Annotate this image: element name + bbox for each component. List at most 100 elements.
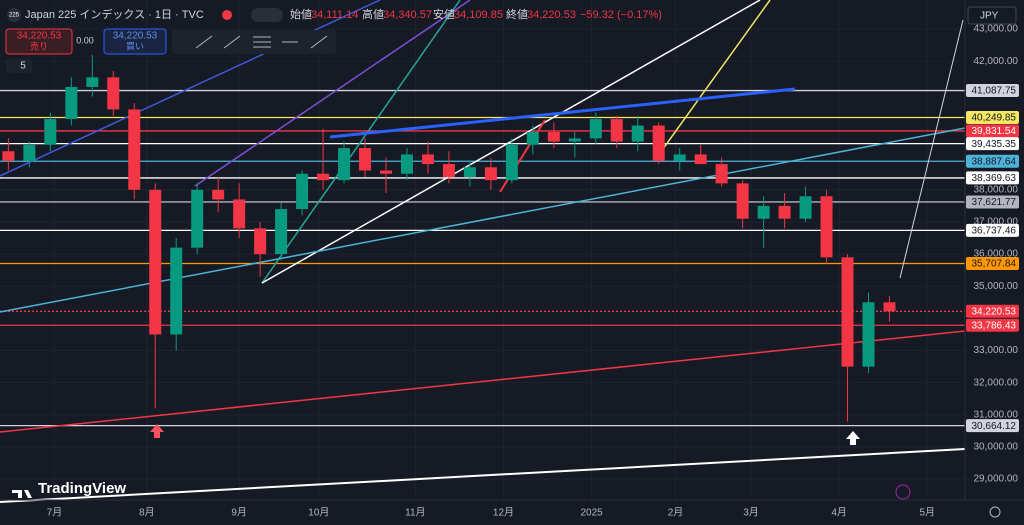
value: 34,109.85 <box>454 9 503 21</box>
value: 34,111.14 <box>311 9 358 21</box>
value: 34,220.53 <box>527 9 576 21</box>
candle-body <box>862 302 875 367</box>
tool-icon[interactable] <box>223 35 241 49</box>
candle-body <box>736 183 749 219</box>
x-tick-label: 2025 <box>580 508 603 519</box>
level-badge <box>966 419 1019 433</box>
trendline <box>0 0 381 177</box>
trendline <box>0 330 966 433</box>
level-badge <box>966 154 1019 168</box>
y-tick-label: 43,000.00 <box>974 24 1019 35</box>
logo <box>7 8 21 22</box>
arrow-marker <box>846 431 860 445</box>
level-label: 38,369.63 <box>972 173 1017 184</box>
tool-icon[interactable] <box>253 36 271 48</box>
x-tick-label: 3月 <box>743 507 759 519</box>
y-tick-label: 36,000.00 <box>974 249 1019 260</box>
settings-icon[interactable] <box>989 506 1001 518</box>
x-tick-label: 9月 <box>231 507 247 519</box>
candle-body <box>883 302 896 312</box>
level-badge <box>966 195 1019 209</box>
trendline <box>899 19 964 279</box>
indicator-count: 5 <box>20 61 26 72</box>
sell-label: 売り <box>30 40 48 51</box>
buy-button[interactable] <box>103 28 167 55</box>
x-tick-label: 2月 <box>668 507 684 519</box>
y-tick-label: 29,000.00 <box>974 474 1019 485</box>
x-tick-label: 4月 <box>831 507 847 519</box>
candle-body <box>86 77 99 87</box>
level-badge <box>966 223 1019 237</box>
y-tick-label: 33,000.00 <box>974 345 1019 356</box>
candle-body <box>526 131 539 145</box>
toolbar-icons <box>195 35 328 49</box>
tool-icon[interactable] <box>195 35 213 49</box>
level-label: 33,786.43 <box>972 320 1017 331</box>
trendline <box>261 0 761 284</box>
level-label: 39,831.54 <box>972 126 1017 137</box>
level-badge <box>966 256 1019 270</box>
candle-body <box>568 138 581 142</box>
symbol: Japan 225 インデックス · 1日 · TVC <box>25 7 204 21</box>
x-tick-label: 11月 <box>405 507 425 519</box>
level-label: 35,707.84 <box>972 259 1017 270</box>
axis-labels: 43,000.00 42,000.00 38,000.00 37,000.00 36,0… <box>47 24 1019 519</box>
level-label: 38,887.64 <box>972 156 1017 167</box>
toggle[interactable] <box>251 8 283 22</box>
candle-body <box>652 125 665 161</box>
candle-body <box>400 154 413 174</box>
indicator-toggle[interactable] <box>6 59 32 73</box>
lightning-icon[interactable] <box>895 484 911 500</box>
level-badge <box>966 137 1019 151</box>
candle-body <box>547 131 560 142</box>
trendline <box>0 448 966 503</box>
trendline <box>329 87 796 139</box>
spread: 0.00 <box>76 35 94 45</box>
level-badge <box>966 110 1019 124</box>
candle-body <box>610 119 623 142</box>
candle-body <box>44 119 57 145</box>
level-badge <box>966 171 1019 185</box>
candle-body <box>463 167 476 177</box>
x-tick-label: 8月 <box>139 507 155 519</box>
candle-body <box>212 189 225 200</box>
candle-body <box>694 154 707 165</box>
candle-body <box>338 148 351 181</box>
buy-label: 買い <box>126 41 144 51</box>
trendline <box>194 0 471 187</box>
candle-body <box>65 86 78 120</box>
tool-icon[interactable] <box>310 35 328 49</box>
x-tick-label: 12月 <box>493 507 514 519</box>
candle-body <box>799 196 812 219</box>
label: 高値 <box>362 7 384 21</box>
level-label: 36,737.46 <box>972 226 1017 237</box>
trendline <box>261 0 461 284</box>
label: 始値 <box>290 7 312 21</box>
x-tick-label: 10月 <box>308 507 329 519</box>
y-tick-label: 38,000.00 <box>974 184 1019 195</box>
label: 安値 <box>433 7 455 21</box>
candle-body <box>359 148 372 171</box>
y-tick-label: 32,000.00 <box>974 377 1019 388</box>
currency-button[interactable] <box>967 6 1017 25</box>
candle-body <box>841 257 854 367</box>
status-dot <box>222 10 232 20</box>
level-badge <box>966 84 1019 98</box>
level-label: 41,087.75 <box>972 86 1017 97</box>
candle-body <box>317 173 330 181</box>
candle-body <box>589 119 602 139</box>
candle-body <box>233 199 246 229</box>
level-badge <box>966 304 1019 318</box>
buy-price: 34,220.53 <box>113 31 158 42</box>
change: −59.32 (−0.17%) <box>580 9 662 21</box>
candle-body <box>442 164 455 177</box>
candle-body <box>275 209 288 255</box>
sell-button[interactable] <box>5 28 73 55</box>
logo-text: 225 <box>9 13 20 19</box>
candle-body <box>820 196 833 258</box>
candle-body <box>673 154 686 161</box>
level-label: 40,249.85 <box>972 113 1017 124</box>
level-badge <box>966 124 1019 138</box>
